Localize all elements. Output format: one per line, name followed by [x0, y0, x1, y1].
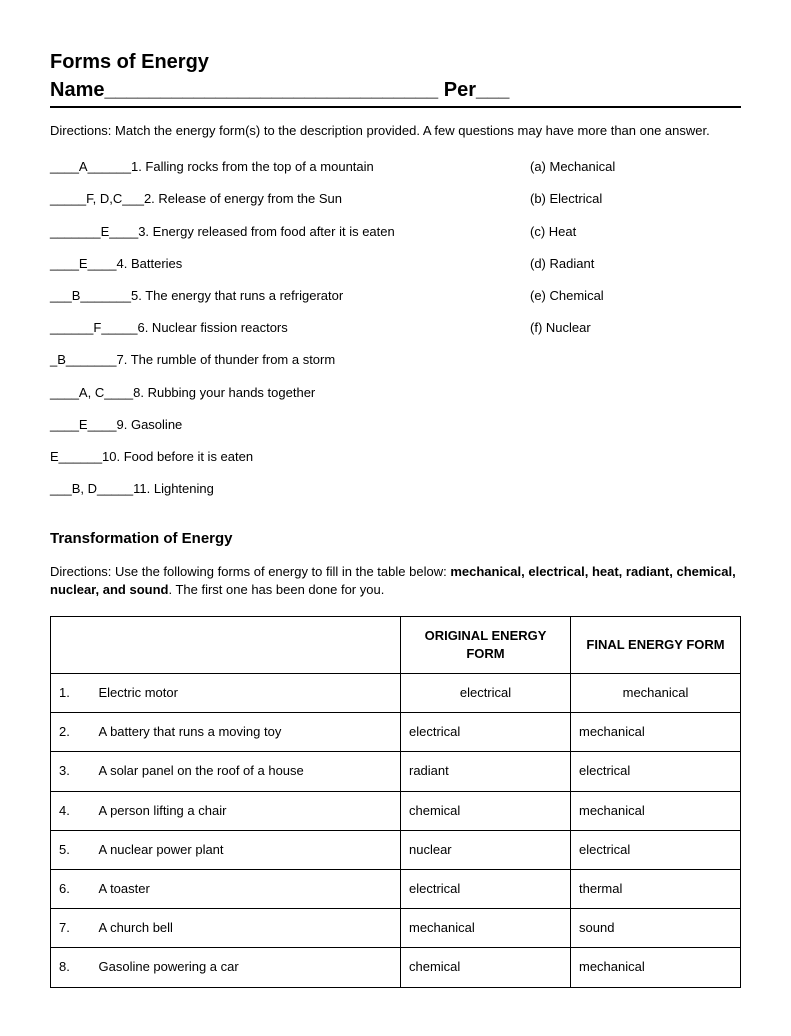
match-item: _B_______7. The rumble of thunder from a… — [50, 351, 530, 369]
row-num: 5. — [51, 830, 91, 869]
row-final: electrical — [571, 752, 741, 791]
section2-directions: Directions: Use the following forms of e… — [50, 563, 741, 599]
row-final: sound — [571, 909, 741, 948]
match-key — [530, 416, 741, 434]
table-row: 8.Gasoline powering a carchemicalmechani… — [51, 948, 741, 987]
row-final: mechanical — [571, 948, 741, 987]
row-original: chemical — [401, 791, 571, 830]
matching-grid: ____A______1. Falling rocks from the top… — [50, 158, 741, 498]
row-desc: Gasoline powering a car — [91, 948, 401, 987]
match-item: ____E____9. Gasoline — [50, 416, 530, 434]
row-final: mechanical — [571, 713, 741, 752]
row-final: electrical — [571, 830, 741, 869]
match-key — [530, 448, 741, 466]
row-num: 4. — [51, 791, 91, 830]
row-desc: Electric motor — [91, 674, 401, 713]
row-original: chemical — [401, 948, 571, 987]
match-key: (e) Chemical — [530, 287, 741, 305]
row-final: mechanical — [571, 791, 741, 830]
row-desc: A toaster — [91, 869, 401, 908]
directions-post: . The first one has been done for you. — [168, 582, 384, 597]
row-desc: A person lifting a chair — [91, 791, 401, 830]
row-num: 2. — [51, 713, 91, 752]
match-item: ______F_____6. Nuclear fission reactors — [50, 319, 530, 337]
row-num: 8. — [51, 948, 91, 987]
col-blank — [51, 616, 401, 673]
table-row: 6.A toasterelectricalthermal — [51, 869, 741, 908]
row-desc: A church bell — [91, 909, 401, 948]
section2-heading: Transformation of Energy — [50, 528, 741, 549]
match-item: ___B_______5. The energy that runs a ref… — [50, 287, 530, 305]
table-row: 5.A nuclear power plantnuclearelectrical — [51, 830, 741, 869]
match-item: ___B, D_____11. Lightening — [50, 480, 530, 498]
row-num: 6. — [51, 869, 91, 908]
row-num: 1. — [51, 674, 91, 713]
match-key — [530, 351, 741, 369]
table-row: 3.A solar panel on the roof of a housera… — [51, 752, 741, 791]
match-item: _____F, D,C___2. Release of energy from … — [50, 190, 530, 208]
match-key: (f) Nuclear — [530, 319, 741, 337]
row-num: 7. — [51, 909, 91, 948]
row-original: electrical — [401, 713, 571, 752]
section1-directions: Directions: Match the energy form(s) to … — [50, 122, 741, 140]
directions-pre: Directions: Use the following forms of e… — [50, 564, 450, 579]
match-key — [530, 384, 741, 402]
match-key: (b) Electrical — [530, 190, 741, 208]
row-final: mechanical — [571, 674, 741, 713]
table-row: 7.A church bellmechanicalsound — [51, 909, 741, 948]
name-label: Name — [50, 79, 104, 101]
match-item: _______E____3. Energy released from food… — [50, 223, 530, 241]
table-row: 2.A battery that runs a moving toyelectr… — [51, 713, 741, 752]
match-item: E______10. Food before it is eaten — [50, 448, 530, 466]
match-item: ____A______1. Falling rocks from the top… — [50, 158, 530, 176]
row-desc: A nuclear power plant — [91, 830, 401, 869]
row-original: electrical — [401, 869, 571, 908]
match-key — [530, 480, 741, 498]
title: Forms of Energy — [50, 48, 741, 76]
row-original: nuclear — [401, 830, 571, 869]
match-key: (c) Heat — [530, 223, 741, 241]
row-original: mechanical — [401, 909, 571, 948]
row-desc: A solar panel on the roof of a house — [91, 752, 401, 791]
row-final: thermal — [571, 869, 741, 908]
energy-table: ORIGINAL ENERGY FORM FINAL ENERGY FORM 1… — [50, 616, 741, 988]
per-label: Per — [444, 79, 476, 101]
col-original: ORIGINAL ENERGY FORM — [401, 616, 571, 673]
match-item: ____A, C____8. Rubbing your hands togeth… — [50, 384, 530, 402]
match-item: ____E____4. Batteries — [50, 255, 530, 273]
row-desc: A battery that runs a moving toy — [91, 713, 401, 752]
row-original: electrical — [401, 674, 571, 713]
row-num: 3. — [51, 752, 91, 791]
table-row: 4.A person lifting a chairchemicalmechan… — [51, 791, 741, 830]
worksheet-header: Forms of Energy Name____________________… — [50, 48, 741, 108]
col-final: FINAL ENERGY FORM — [571, 616, 741, 673]
row-original: radiant — [401, 752, 571, 791]
match-key: (a) Mechanical — [530, 158, 741, 176]
table-row: 1.Electric motorelectricalmechanical — [51, 674, 741, 713]
match-key: (d) Radiant — [530, 255, 741, 273]
